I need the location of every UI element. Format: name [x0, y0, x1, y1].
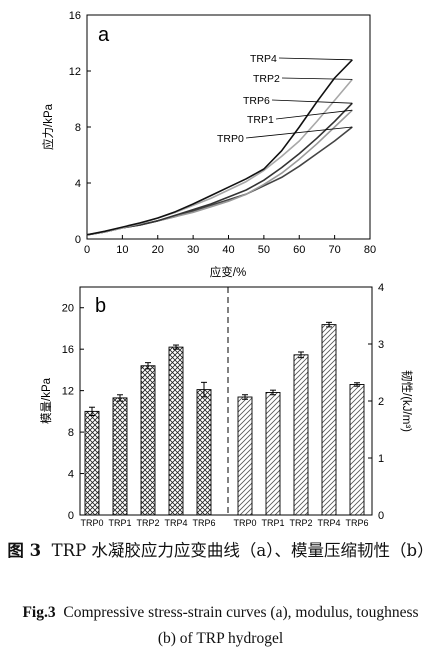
legend-leader-trp1: [275, 109, 353, 120]
x-tick-label: 20: [152, 244, 164, 256]
y-tick-label: 4: [75, 178, 81, 190]
x-tick-label: 0: [84, 244, 90, 256]
y-tick-label: 0: [75, 234, 81, 246]
y-tick-label: 8: [75, 122, 81, 134]
right-tick-label: 0: [378, 510, 384, 522]
right-bar-trp6: [349, 384, 365, 516]
legend-leader-trp4: [278, 57, 353, 61]
legend-leader-trp2: [281, 77, 353, 80]
left-tick-label: 4: [68, 469, 74, 481]
caption-en: Fig.3 Compressive stress-strain curves (…: [0, 600, 441, 652]
x-tick-label: 30: [187, 244, 199, 256]
series-line-trp1: [86, 109, 353, 236]
panel-a-label: a: [98, 24, 110, 46]
legend-label-trp1: TRP1: [247, 114, 274, 126]
right-tick-label: 3: [378, 339, 384, 351]
panel-a-y-axis-label: 应力/kPa: [41, 103, 55, 150]
right-category-label: TRP1: [261, 518, 284, 528]
left-category-label: TRP4: [164, 518, 187, 528]
x-tick-label: 40: [222, 244, 234, 256]
legend-leader-trp0: [245, 126, 353, 139]
legend-label-trp4: TRP4: [250, 53, 277, 65]
series-line-trp4: [86, 59, 353, 236]
left-bar-trp0: [84, 410, 100, 516]
right-tick-label: 4: [378, 282, 384, 294]
right-tick-label: 2: [378, 396, 384, 408]
left-bar-trp4: [168, 346, 184, 516]
left-category-label: TRP6: [192, 518, 215, 528]
left-tick-label: 16: [62, 344, 74, 356]
left-tick-label: 12: [62, 386, 74, 398]
right-category-label: TRP4: [317, 518, 340, 528]
legend-label-trp0: TRP0: [217, 133, 244, 145]
left-bar-trp6: [196, 389, 212, 516]
left-category-label: TRP0: [80, 518, 103, 528]
x-tick-label: 10: [116, 244, 128, 256]
x-tick-label: 50: [258, 244, 270, 256]
right-category-label: TRP2: [289, 518, 312, 528]
legend-label-trp2: TRP2: [253, 73, 280, 85]
panel-b-label: b: [95, 295, 106, 317]
right-bar-trp1: [265, 392, 281, 516]
panel-b-left-axis-label: 模量/kPa: [40, 377, 53, 424]
caption-zh: 图 3 TRP 水凝胶应力应变曲线（a）、模量压缩韧性（b）: [0, 538, 441, 564]
left-bar-trp1: [112, 397, 128, 516]
left-tick-label: 8: [68, 427, 74, 439]
panel-b-bars: [84, 321, 365, 516]
x-tick-label: 60: [293, 244, 305, 256]
legend-label-trp6: TRP6: [243, 95, 270, 107]
y-tick-label: 16: [69, 10, 81, 22]
caption-en-text: Compressive stress-strain curves (a), mo…: [63, 604, 419, 647]
right-tick-label: 1: [378, 453, 384, 465]
panel-a-x-axis-label: 应变/%: [210, 265, 246, 279]
series-line-trp6: [86, 102, 353, 236]
caption-en-label: Fig.3: [22, 604, 56, 621]
panel-a-series: [86, 59, 353, 236]
left-tick-label: 20: [62, 303, 74, 315]
left-bar-trp2: [140, 365, 156, 516]
x-tick-label: 80: [364, 244, 376, 256]
right-category-label: TRP6: [345, 518, 368, 528]
left-category-label: TRP2: [136, 518, 159, 528]
left-tick-label: 0: [68, 510, 74, 522]
x-tick-label: 70: [329, 244, 341, 256]
y-tick-label: 12: [69, 66, 81, 78]
right-category-label: TRP0: [233, 518, 256, 528]
panel-b-right-axis-label: 韧性/(kJ/m³): [400, 370, 414, 432]
caption-zh-text: TRP 水凝胶应力应变曲线（a）、模量压缩韧性（b）: [51, 541, 434, 560]
right-bar-trp2: [293, 354, 309, 516]
panel-b-category-labels: TRP0 TRP1 TRP2 TRP4 TRP6 TRP0 TRP1 TRP2 TRP4 TRP6: [80, 518, 368, 528]
panel-a-y-ticks: 0 4 8 12 16: [69, 10, 91, 246]
legend-leader-trp6: [271, 99, 353, 104]
right-bar-trp0: [237, 396, 253, 516]
left-category-label: TRP1: [108, 518, 131, 528]
panel-b-left-ticks: 0 4 8 12 16 20: [62, 303, 84, 522]
right-bar-trp4: [321, 324, 337, 516]
panel-a-x-ticks: 0 10 20 30 40 50 60 70 80: [84, 235, 376, 256]
caption-zh-label: 图 3: [7, 541, 42, 560]
panel-b-right-ticks: 0 1 2 3 4: [368, 282, 384, 522]
